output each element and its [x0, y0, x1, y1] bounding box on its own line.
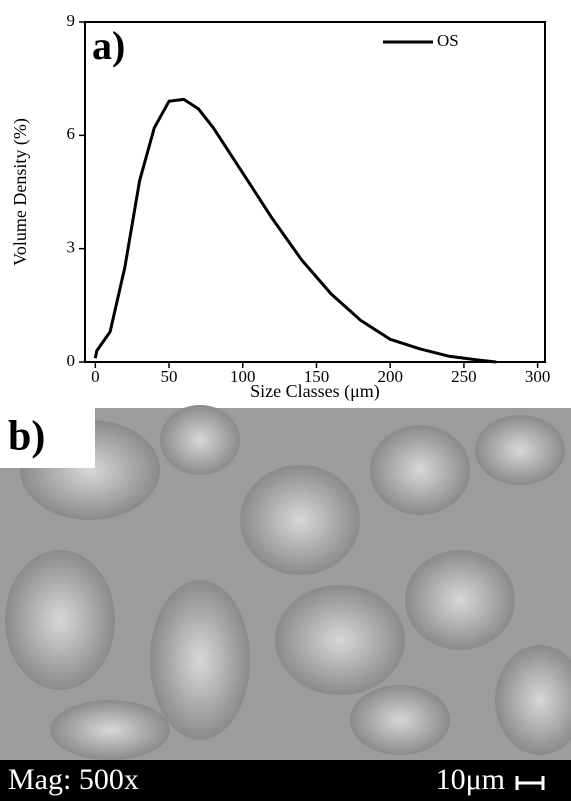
- data-line: [93, 97, 497, 364]
- magnification: Mag: 500x: [8, 763, 139, 796]
- x-tick-label: 150: [304, 367, 330, 386]
- y-axis-label: Volume Density (%): [10, 118, 31, 266]
- x-tick-label: 250: [451, 367, 477, 386]
- scale-label: 10μm: [436, 763, 505, 796]
- y-tick-label: 0: [67, 351, 76, 370]
- x-axis-label: Size Classes (μm): [250, 381, 380, 402]
- x-tick-label: 50: [161, 367, 178, 386]
- x-tick-label: 100: [230, 367, 256, 386]
- panel-label: a): [92, 23, 125, 68]
- legend-label: OS: [437, 31, 459, 50]
- x-tick-label: 300: [525, 367, 551, 386]
- y-tick-label: 9: [67, 11, 76, 30]
- x-tick-label: 0: [91, 367, 100, 386]
- sem-image: b) Mag: 500x 10μm: [0, 405, 571, 801]
- x-tick-label: 200: [377, 367, 403, 386]
- scale-bar: [515, 776, 545, 790]
- y-tick-label: 3: [67, 238, 76, 257]
- plot-frame: [84, 21, 546, 363]
- y-tick-label: 6: [67, 124, 76, 143]
- panel-label: b): [8, 414, 45, 460]
